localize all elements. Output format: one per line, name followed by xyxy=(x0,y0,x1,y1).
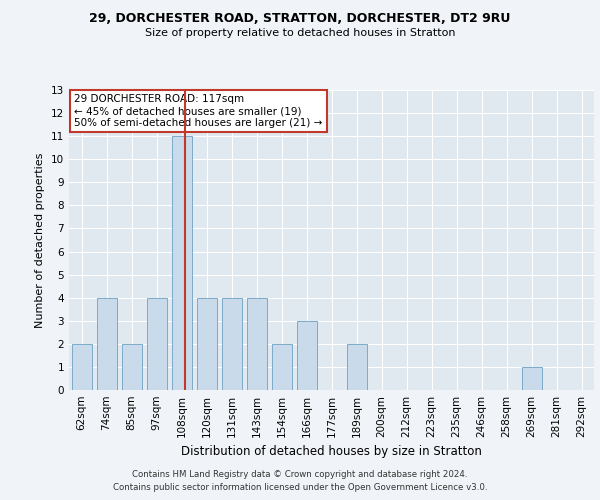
Y-axis label: Number of detached properties: Number of detached properties xyxy=(35,152,46,328)
Text: 29 DORCHESTER ROAD: 117sqm
← 45% of detached houses are smaller (19)
50% of semi: 29 DORCHESTER ROAD: 117sqm ← 45% of deta… xyxy=(74,94,323,128)
Bar xyxy=(97,298,116,390)
Bar xyxy=(221,298,241,390)
Bar xyxy=(146,298,167,390)
X-axis label: Distribution of detached houses by size in Stratton: Distribution of detached houses by size … xyxy=(181,446,482,458)
Bar xyxy=(172,136,191,390)
Text: Size of property relative to detached houses in Stratton: Size of property relative to detached ho… xyxy=(145,28,455,38)
Bar xyxy=(271,344,292,390)
Bar xyxy=(197,298,217,390)
Text: 29, DORCHESTER ROAD, STRATTON, DORCHESTER, DT2 9RU: 29, DORCHESTER ROAD, STRATTON, DORCHESTE… xyxy=(89,12,511,26)
Bar xyxy=(521,367,542,390)
Text: Contains HM Land Registry data © Crown copyright and database right 2024.
Contai: Contains HM Land Registry data © Crown c… xyxy=(113,470,487,492)
Bar xyxy=(347,344,367,390)
Bar xyxy=(296,321,317,390)
Bar xyxy=(121,344,142,390)
Bar xyxy=(247,298,266,390)
Bar xyxy=(71,344,91,390)
